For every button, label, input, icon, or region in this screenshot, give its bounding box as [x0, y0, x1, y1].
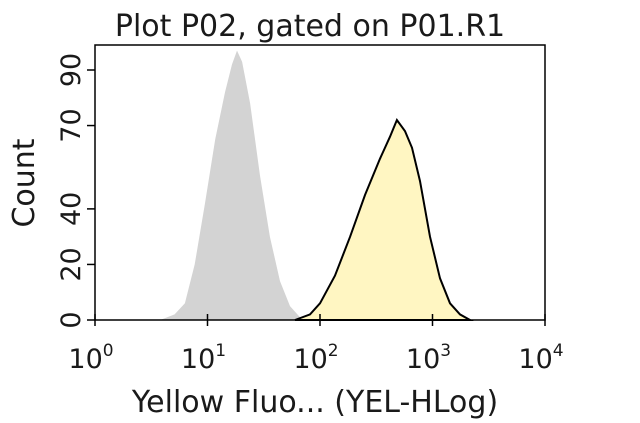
x-axis-title: Yellow Fluo... (YEL-HLog) — [131, 385, 498, 420]
x-tick-exponent: 3 — [440, 341, 451, 361]
x-tick-exponent: 4 — [553, 341, 564, 361]
x-tick-base: 10 — [518, 344, 552, 375]
chart-title: Plot P02, gated on P01.R1 — [115, 9, 505, 44]
x-tick-label: 104 — [518, 341, 563, 375]
y-tick-label: 0 — [56, 311, 87, 328]
plot-frame — [94, 44, 546, 321]
x-tick-base: 10 — [406, 344, 440, 375]
x-tick-label: 100 — [68, 341, 113, 375]
histogram-area — [294, 117, 474, 321]
x-tick-exponent: 0 — [103, 341, 114, 361]
y-tick-label: 70 — [56, 108, 87, 142]
x-tick-base: 10 — [181, 344, 215, 375]
y-tick-label: 90 — [56, 53, 87, 87]
x-tick-exponent: 2 — [328, 341, 339, 361]
x-tick-exponent: 1 — [215, 341, 226, 361]
x-tick-base: 10 — [293, 344, 327, 375]
y-tick-label: 40 — [56, 192, 87, 226]
x-tick-label: 102 — [293, 341, 338, 375]
y-axis-title: Count — [7, 138, 42, 227]
histogram-area — [160, 50, 305, 320]
x-tick-label: 103 — [406, 341, 451, 375]
x-tick-base: 10 — [68, 344, 102, 375]
x-tick-label: 101 — [181, 341, 226, 375]
y-tick-label: 20 — [56, 247, 87, 281]
